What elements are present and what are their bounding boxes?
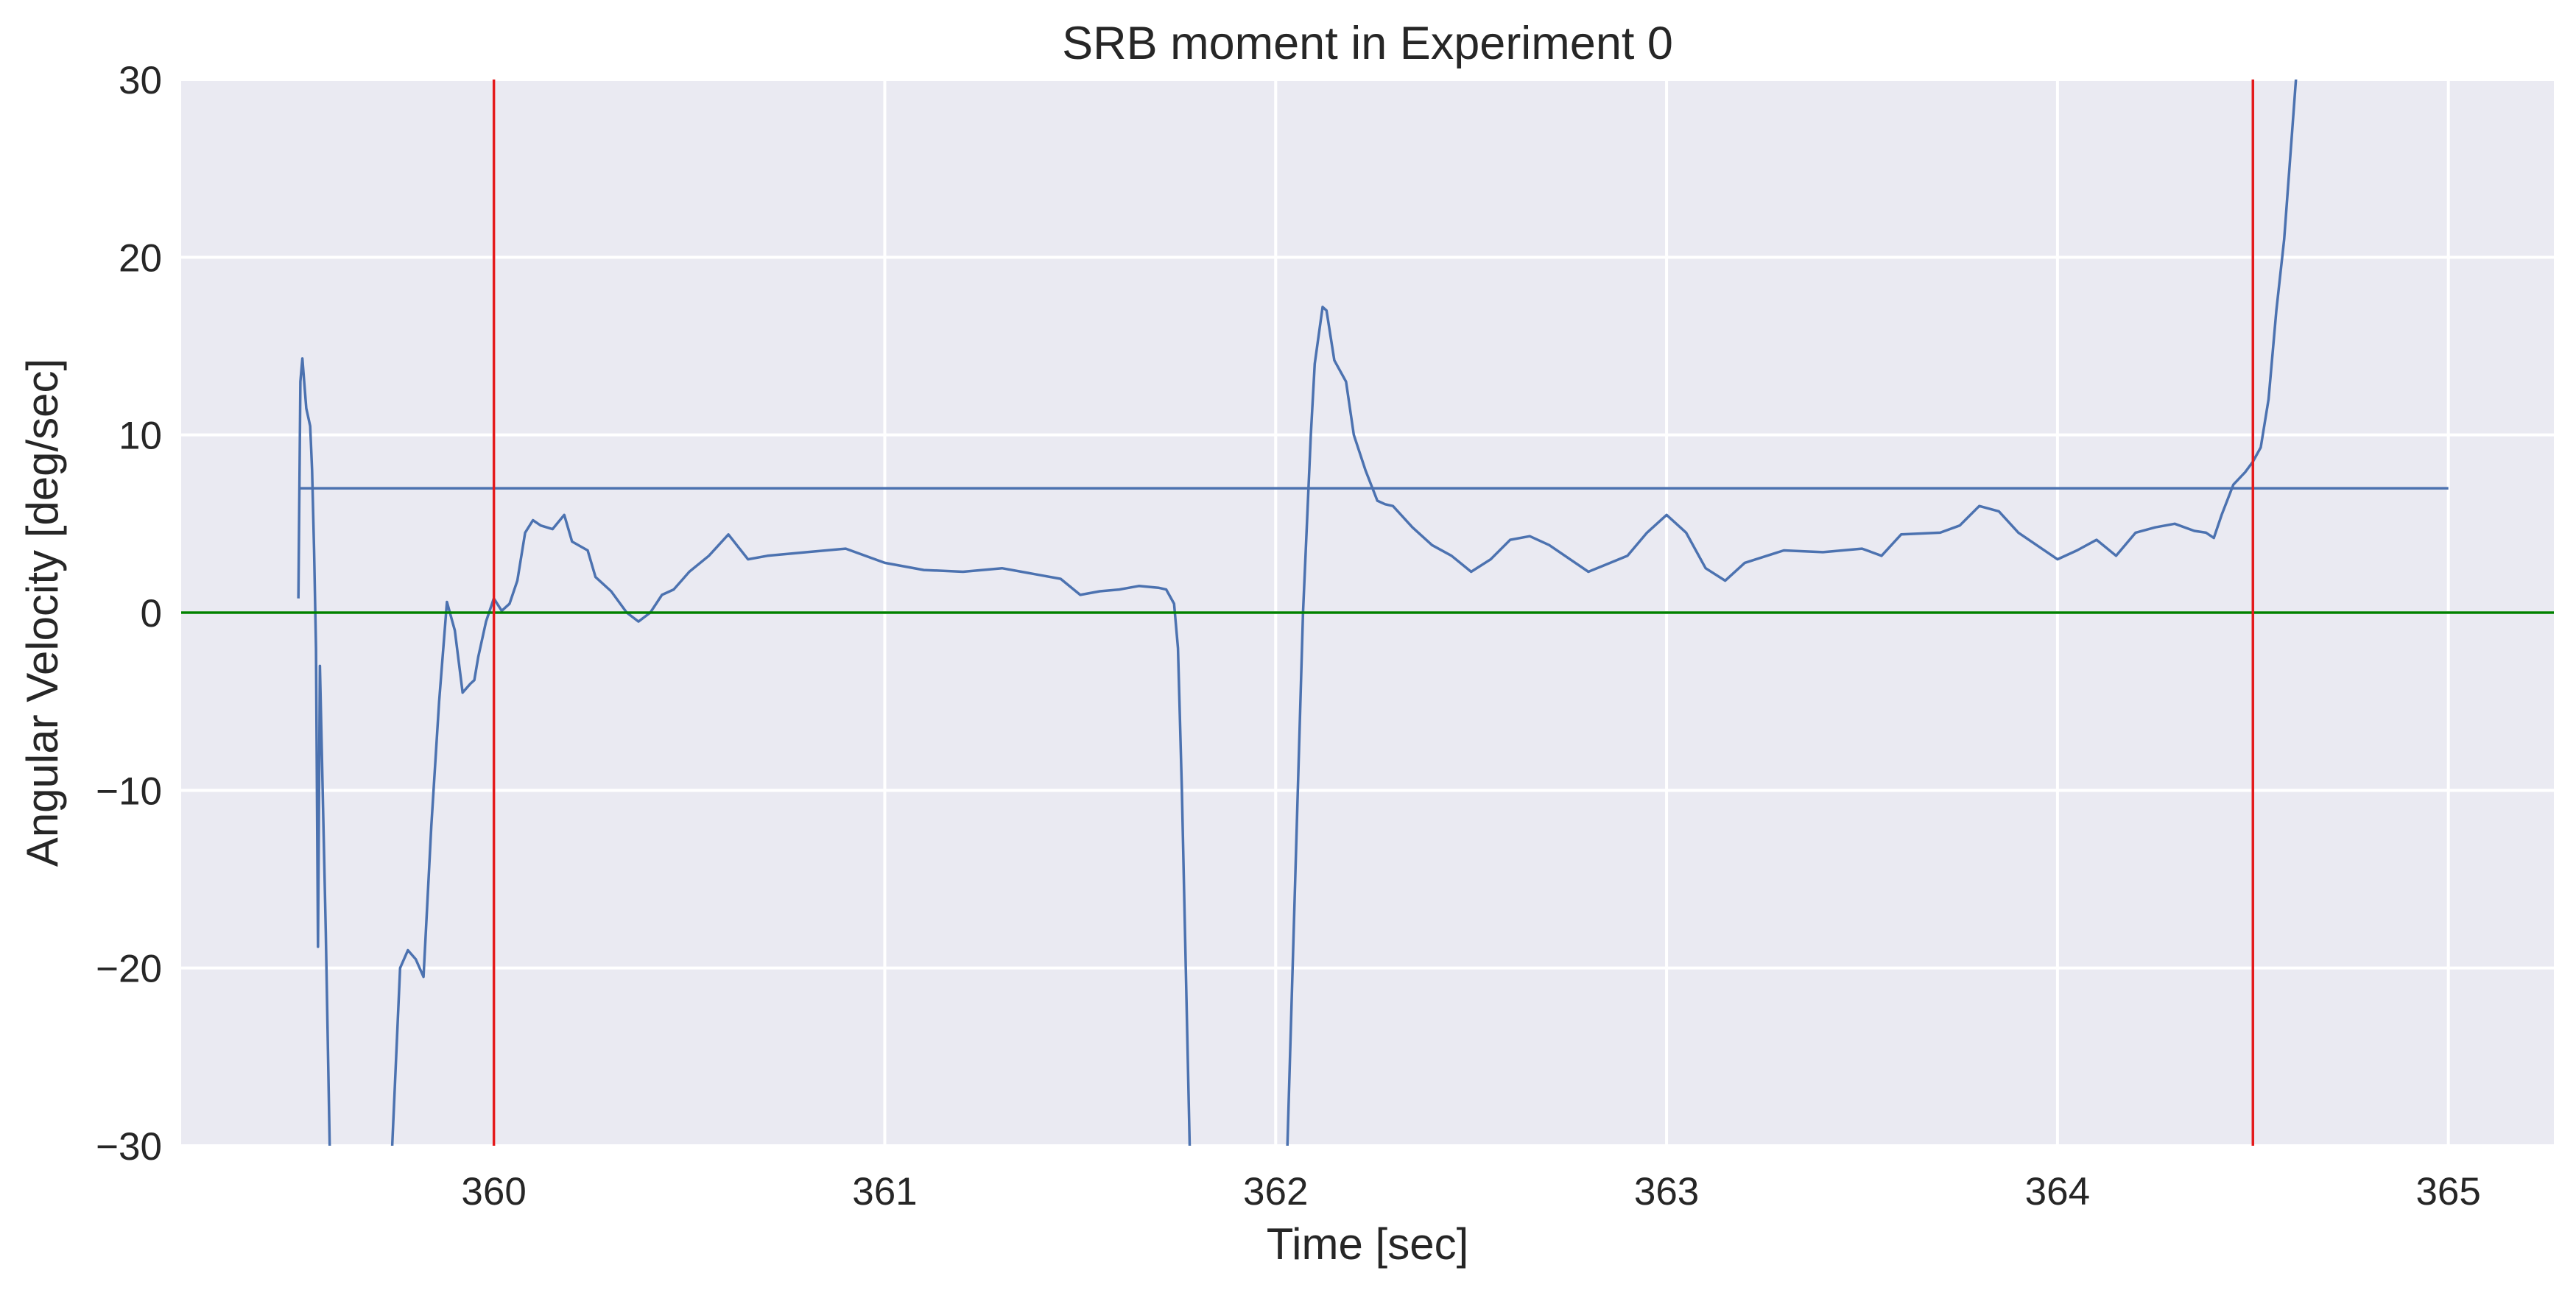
- y-tick-label: −10: [96, 769, 162, 813]
- y-tick-label: 10: [119, 415, 162, 458]
- x-tick-label: 365: [2415, 1170, 2480, 1213]
- series-line-0: [297, 80, 2298, 1146]
- y-tick-label: 20: [119, 236, 162, 280]
- y-tick-label: 30: [119, 59, 162, 102]
- x-tick-label: 360: [461, 1170, 526, 1213]
- x-axis-label: Time [sec]: [1267, 1219, 1468, 1269]
- y-ticks: −30 −20 −10 0 10 20 30: [96, 59, 162, 1169]
- y-axis-label: Angular Velocity [deg/sec]: [18, 359, 67, 867]
- y-tick-label: −20: [96, 948, 162, 991]
- x-tick-label: 364: [2025, 1170, 2090, 1213]
- plot-content: [181, 80, 2554, 1146]
- chart-title: SRB moment in Experiment 0: [1062, 18, 1673, 69]
- x-tick-label: 362: [1243, 1170, 1308, 1213]
- y-tick-label: −30: [96, 1125, 162, 1169]
- x-tick-label: 363: [1634, 1170, 1699, 1213]
- x-tick-label: 361: [852, 1170, 917, 1213]
- y-tick-label: 0: [141, 592, 162, 635]
- x-ticks: 360 361 362 363 364 365: [461, 1170, 2480, 1213]
